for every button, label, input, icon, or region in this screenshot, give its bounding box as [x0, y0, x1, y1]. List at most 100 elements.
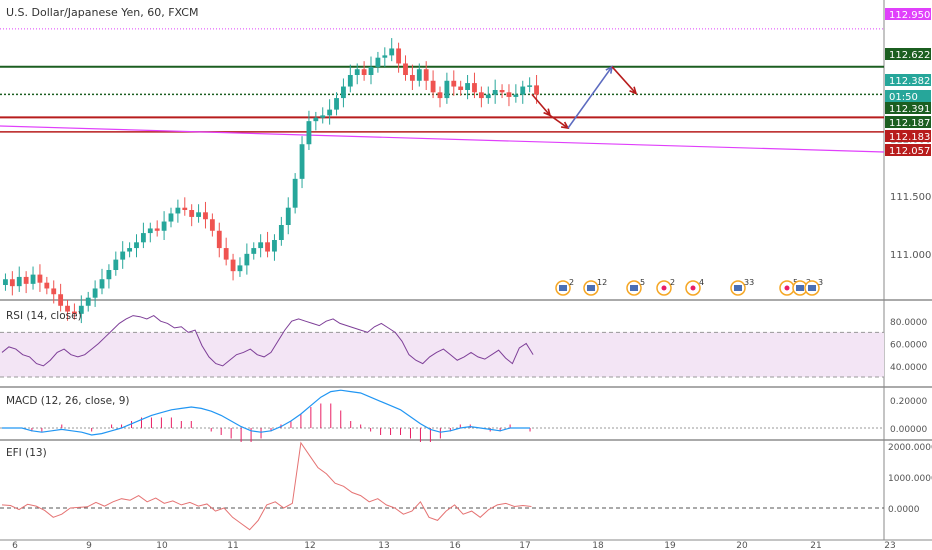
- time-tick-label: 23: [884, 541, 895, 550]
- candle-body: [361, 69, 367, 75]
- candle-body: [258, 242, 264, 249]
- macd-title: MACD (12, 26, close, 9): [6, 395, 130, 407]
- candle-body: [534, 85, 539, 95]
- candle-body: [354, 69, 360, 75]
- price-label-text: 112.391: [889, 104, 930, 115]
- candle-body: [506, 92, 512, 97]
- candle-body: [127, 248, 133, 252]
- candle-body: [161, 221, 167, 231]
- projection-arrow: [567, 66, 613, 129]
- candle-body: [403, 63, 408, 75]
- price-label-box: [885, 102, 931, 114]
- trendline: [0, 125, 885, 153]
- candle-body: [106, 270, 112, 280]
- candle-body: [492, 90, 498, 95]
- candle-body: [368, 66, 374, 75]
- price-label-text: 112.382: [889, 76, 930, 87]
- price-tick-label: 111.500: [890, 192, 931, 203]
- price-label-box: [885, 8, 931, 20]
- price-label-text: 112.057: [889, 146, 930, 157]
- candle-body: [30, 274, 36, 284]
- candle-body: [51, 288, 57, 295]
- rsi-title: RSI (14, close): [6, 310, 82, 322]
- candle-body: [99, 279, 105, 289]
- candle-body: [478, 92, 484, 99]
- candle-body: [327, 109, 333, 116]
- candle-body: [458, 86, 464, 90]
- flag-icon: [630, 285, 638, 291]
- candle-body: [396, 48, 402, 64]
- candle-body: [299, 144, 305, 179]
- flag-icon: [734, 285, 742, 291]
- time-tick-label: 11: [227, 541, 238, 550]
- rsi-tick-label: 80.0000: [890, 318, 927, 328]
- event-dot-icon: [784, 285, 790, 291]
- flag-icon: [808, 285, 816, 291]
- candle-body: [306, 121, 312, 145]
- time-tick-label: 13: [378, 541, 389, 550]
- candle-body: [140, 233, 146, 243]
- rsi-tick-label: 40.0000: [890, 363, 927, 373]
- candle-body: [430, 80, 436, 93]
- candle-body: [313, 117, 319, 122]
- efi-tick-label: 0.0000: [888, 505, 920, 515]
- time-tick-label: 16: [449, 541, 461, 550]
- event-count: 4: [699, 278, 704, 287]
- time-tick-label: 17: [519, 541, 530, 550]
- candle-body: [465, 83, 470, 90]
- candle-body: [382, 55, 388, 58]
- candle-body: [341, 86, 346, 99]
- event-count: 3: [818, 278, 823, 287]
- event-count: 33: [744, 278, 754, 287]
- arrow-head: [560, 121, 570, 130]
- chart-title: U.S. Dollar/Japanese Yen, 60, FXCM: [6, 6, 199, 19]
- candle-body: [16, 276, 22, 287]
- price-label-box: [885, 90, 931, 102]
- candle-body: [375, 57, 381, 67]
- candle-body: [9, 279, 15, 287]
- price-tick-label: 111.000: [890, 250, 931, 261]
- candle-body: [113, 259, 119, 270]
- candle-body: [416, 69, 422, 81]
- efi-line: [1, 441, 532, 531]
- price-label-box: [885, 48, 931, 60]
- efi-tick-label: 2000.0000: [888, 443, 932, 453]
- candle-body: [78, 305, 84, 314]
- candle-body: [230, 259, 236, 272]
- candle-body: [209, 219, 215, 231]
- event-count: 2: [569, 278, 574, 287]
- projection-arrow: [611, 66, 637, 94]
- flag-icon: [796, 285, 804, 291]
- candle-body: [196, 212, 201, 217]
- candle-body: [334, 98, 339, 110]
- price-label-box: [885, 116, 931, 128]
- macd-tick-label: 0.20000: [890, 397, 927, 407]
- flag-icon: [559, 285, 567, 291]
- candle-body: [203, 212, 208, 220]
- candle-body: [485, 94, 491, 99]
- flag-icon: [587, 285, 595, 291]
- candle-body: [437, 92, 443, 99]
- candle-body: [189, 210, 195, 217]
- rsi-tick-label: 60.0000: [890, 341, 927, 351]
- candle-body: [237, 265, 243, 272]
- price-label-text: 112.183: [889, 132, 930, 143]
- event-count: 5: [640, 278, 645, 287]
- price-label-text: 112.950: [889, 10, 930, 21]
- candle-body: [65, 305, 70, 312]
- time-tick-label: 10: [156, 541, 168, 550]
- candle-body: [154, 228, 160, 231]
- candle-body: [72, 311, 77, 314]
- time-tick-label: 20: [736, 541, 748, 550]
- candle-body: [265, 242, 270, 252]
- candle-body: [423, 69, 429, 81]
- price-label-text: 112.622: [889, 50, 930, 61]
- price-label-box: [885, 74, 931, 86]
- candle-body: [3, 279, 8, 285]
- candle-body: [120, 251, 126, 260]
- macd-tick-label: 0.00000: [890, 425, 927, 435]
- candle-body: [216, 230, 222, 249]
- candle-body: [23, 276, 29, 284]
- macd-line: [2, 389, 531, 436]
